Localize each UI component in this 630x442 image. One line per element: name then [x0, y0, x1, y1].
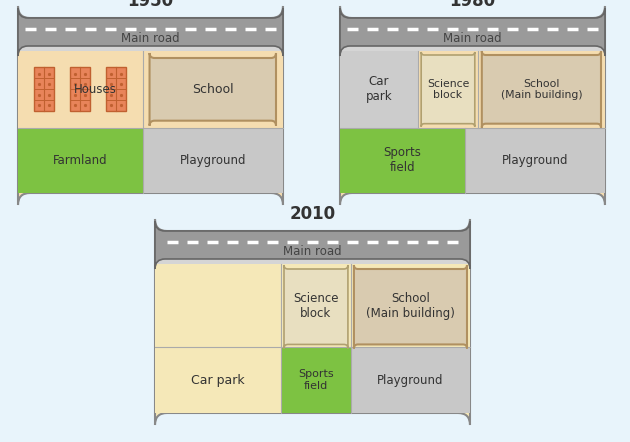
Text: Playground: Playground: [501, 154, 568, 167]
FancyBboxPatch shape: [155, 221, 470, 269]
Bar: [340, 46, 605, 51]
Text: School: School: [192, 83, 234, 96]
Text: Car
park: Car park: [366, 75, 392, 103]
Bar: [478, 51, 605, 128]
Bar: [464, 128, 605, 193]
Text: Sports
field: Sports field: [298, 370, 334, 391]
Text: Main road: Main road: [443, 32, 502, 45]
FancyBboxPatch shape: [284, 265, 348, 348]
FancyBboxPatch shape: [18, 8, 283, 56]
Bar: [71, 67, 90, 111]
Text: Playground: Playground: [377, 374, 444, 387]
Text: Houses: Houses: [74, 83, 117, 96]
Text: School
(Main building): School (Main building): [501, 79, 582, 100]
FancyBboxPatch shape: [354, 265, 467, 348]
Text: Playground: Playground: [180, 154, 246, 167]
Bar: [418, 51, 478, 128]
FancyBboxPatch shape: [482, 51, 601, 128]
Bar: [281, 264, 470, 347]
Text: Farmland: Farmland: [53, 154, 108, 167]
Text: School
(Main building): School (Main building): [366, 292, 455, 320]
FancyBboxPatch shape: [340, 6, 605, 205]
Bar: [34, 67, 54, 111]
Bar: [340, 51, 418, 128]
Bar: [281, 347, 351, 413]
FancyBboxPatch shape: [340, 8, 605, 56]
Text: Car park: Car park: [191, 374, 245, 387]
Bar: [142, 51, 283, 128]
Bar: [18, 46, 283, 51]
Text: Main road: Main road: [121, 32, 180, 45]
Text: Sports
field: Sports field: [383, 146, 421, 174]
Bar: [142, 128, 283, 193]
Text: Main road: Main road: [284, 245, 342, 258]
Text: 1950: 1950: [127, 0, 173, 10]
Bar: [351, 347, 470, 413]
Text: Science
block: Science block: [293, 292, 339, 320]
Text: 2010: 2010: [289, 205, 336, 223]
Text: Science
block: Science block: [427, 79, 469, 100]
FancyBboxPatch shape: [421, 52, 475, 127]
Bar: [340, 128, 464, 193]
FancyBboxPatch shape: [18, 6, 283, 205]
Bar: [18, 51, 142, 128]
Text: 1980: 1980: [449, 0, 496, 10]
FancyBboxPatch shape: [149, 53, 276, 126]
Bar: [155, 264, 281, 413]
Bar: [106, 67, 127, 111]
Bar: [18, 128, 142, 193]
FancyBboxPatch shape: [155, 219, 470, 425]
Bar: [155, 259, 470, 264]
